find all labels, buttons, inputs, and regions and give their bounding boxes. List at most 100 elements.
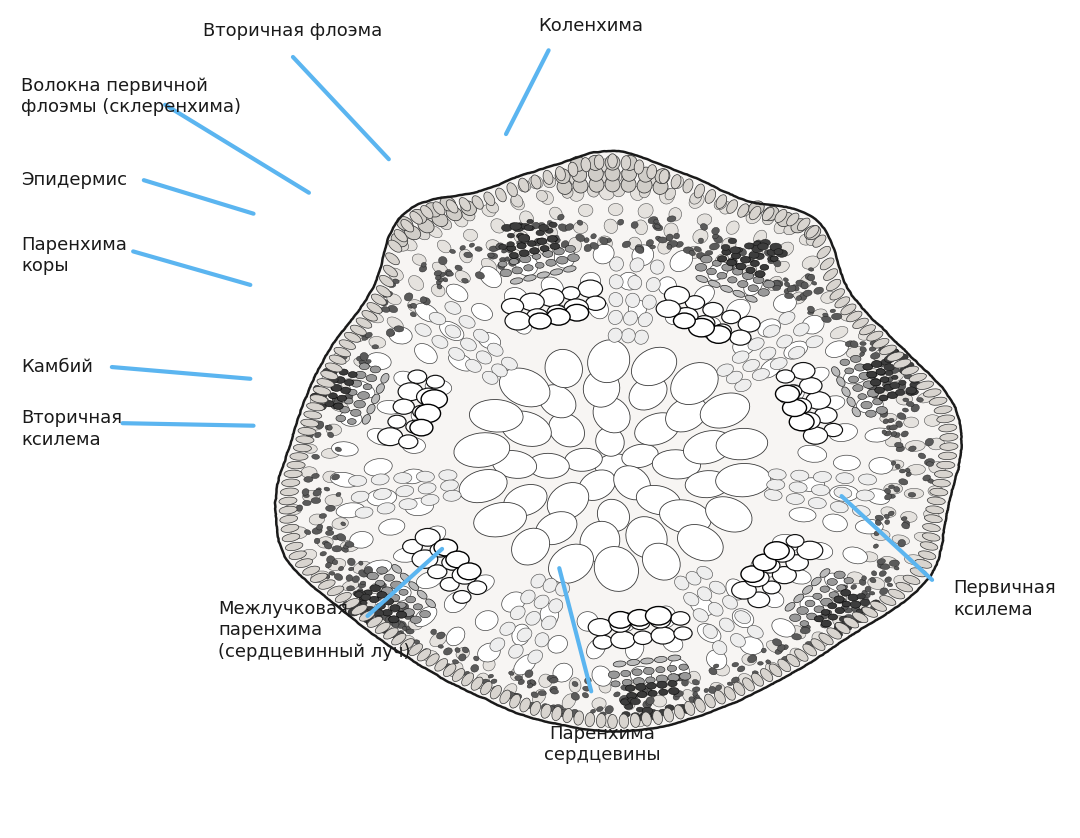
Ellipse shape — [609, 275, 623, 289]
Ellipse shape — [759, 558, 780, 573]
Ellipse shape — [455, 265, 462, 271]
Ellipse shape — [323, 471, 338, 483]
Ellipse shape — [680, 706, 690, 713]
Ellipse shape — [332, 396, 338, 401]
Ellipse shape — [538, 691, 546, 696]
Ellipse shape — [421, 494, 440, 505]
Ellipse shape — [535, 633, 549, 647]
Ellipse shape — [599, 681, 611, 693]
Ellipse shape — [728, 277, 737, 283]
Ellipse shape — [685, 471, 730, 498]
Ellipse shape — [767, 249, 777, 256]
Ellipse shape — [576, 234, 584, 241]
Ellipse shape — [389, 332, 395, 336]
Ellipse shape — [880, 564, 890, 570]
Ellipse shape — [475, 272, 485, 279]
Ellipse shape — [746, 210, 761, 224]
Ellipse shape — [904, 417, 919, 427]
Ellipse shape — [698, 587, 712, 601]
Ellipse shape — [580, 521, 620, 561]
Ellipse shape — [656, 236, 662, 241]
Ellipse shape — [643, 543, 680, 580]
Ellipse shape — [842, 601, 851, 607]
Ellipse shape — [646, 696, 654, 705]
Ellipse shape — [296, 559, 313, 567]
Ellipse shape — [821, 620, 832, 627]
Ellipse shape — [843, 369, 868, 384]
Ellipse shape — [351, 409, 361, 416]
Ellipse shape — [811, 609, 829, 622]
Ellipse shape — [799, 274, 813, 288]
Ellipse shape — [359, 599, 376, 612]
Ellipse shape — [531, 574, 545, 588]
Ellipse shape — [926, 438, 933, 446]
Ellipse shape — [746, 243, 756, 249]
Ellipse shape — [438, 272, 445, 277]
Ellipse shape — [674, 313, 696, 328]
Ellipse shape — [940, 442, 958, 450]
Ellipse shape — [550, 304, 569, 322]
Ellipse shape — [880, 410, 888, 417]
Ellipse shape — [651, 715, 660, 721]
Ellipse shape — [806, 234, 819, 246]
Ellipse shape — [510, 252, 518, 258]
Ellipse shape — [881, 507, 896, 517]
Ellipse shape — [360, 601, 367, 605]
Ellipse shape — [341, 379, 359, 390]
Ellipse shape — [548, 220, 553, 225]
Ellipse shape — [632, 669, 643, 675]
Ellipse shape — [915, 532, 934, 542]
Ellipse shape — [445, 270, 451, 277]
Ellipse shape — [322, 541, 328, 545]
Ellipse shape — [924, 458, 934, 465]
Ellipse shape — [487, 343, 503, 356]
Ellipse shape — [444, 648, 453, 655]
Ellipse shape — [653, 179, 669, 194]
Ellipse shape — [440, 321, 464, 340]
Ellipse shape — [338, 566, 343, 571]
Ellipse shape — [768, 469, 786, 480]
Ellipse shape — [302, 500, 311, 505]
Ellipse shape — [791, 219, 807, 233]
Ellipse shape — [888, 418, 894, 422]
Ellipse shape — [683, 179, 693, 193]
Ellipse shape — [388, 415, 406, 428]
Ellipse shape — [605, 238, 611, 243]
Ellipse shape — [564, 299, 589, 317]
Ellipse shape — [408, 582, 419, 591]
Ellipse shape — [417, 590, 427, 599]
Ellipse shape — [420, 297, 427, 303]
Ellipse shape — [772, 566, 796, 584]
Ellipse shape — [502, 592, 525, 613]
Ellipse shape — [681, 680, 688, 686]
Ellipse shape — [848, 594, 859, 601]
Ellipse shape — [516, 234, 523, 238]
Ellipse shape — [345, 333, 361, 342]
Ellipse shape — [665, 189, 676, 200]
Ellipse shape — [750, 249, 764, 261]
Ellipse shape — [772, 639, 782, 646]
Ellipse shape — [770, 256, 778, 261]
Ellipse shape — [569, 237, 581, 252]
Ellipse shape — [351, 603, 362, 609]
Ellipse shape — [895, 390, 905, 396]
Ellipse shape — [673, 694, 679, 700]
Ellipse shape — [386, 253, 400, 265]
Ellipse shape — [459, 469, 508, 503]
Ellipse shape — [396, 216, 413, 230]
Ellipse shape — [821, 609, 829, 615]
Ellipse shape — [808, 274, 814, 281]
Ellipse shape — [896, 393, 913, 405]
Ellipse shape — [773, 294, 796, 313]
Ellipse shape — [894, 442, 903, 447]
Ellipse shape — [809, 267, 814, 272]
Ellipse shape — [940, 433, 958, 441]
Ellipse shape — [833, 616, 850, 628]
Ellipse shape — [820, 586, 829, 592]
Ellipse shape — [777, 250, 787, 257]
Ellipse shape — [883, 384, 893, 391]
Ellipse shape — [382, 609, 392, 616]
Ellipse shape — [421, 526, 446, 546]
Ellipse shape — [697, 566, 713, 579]
Ellipse shape — [501, 411, 552, 447]
